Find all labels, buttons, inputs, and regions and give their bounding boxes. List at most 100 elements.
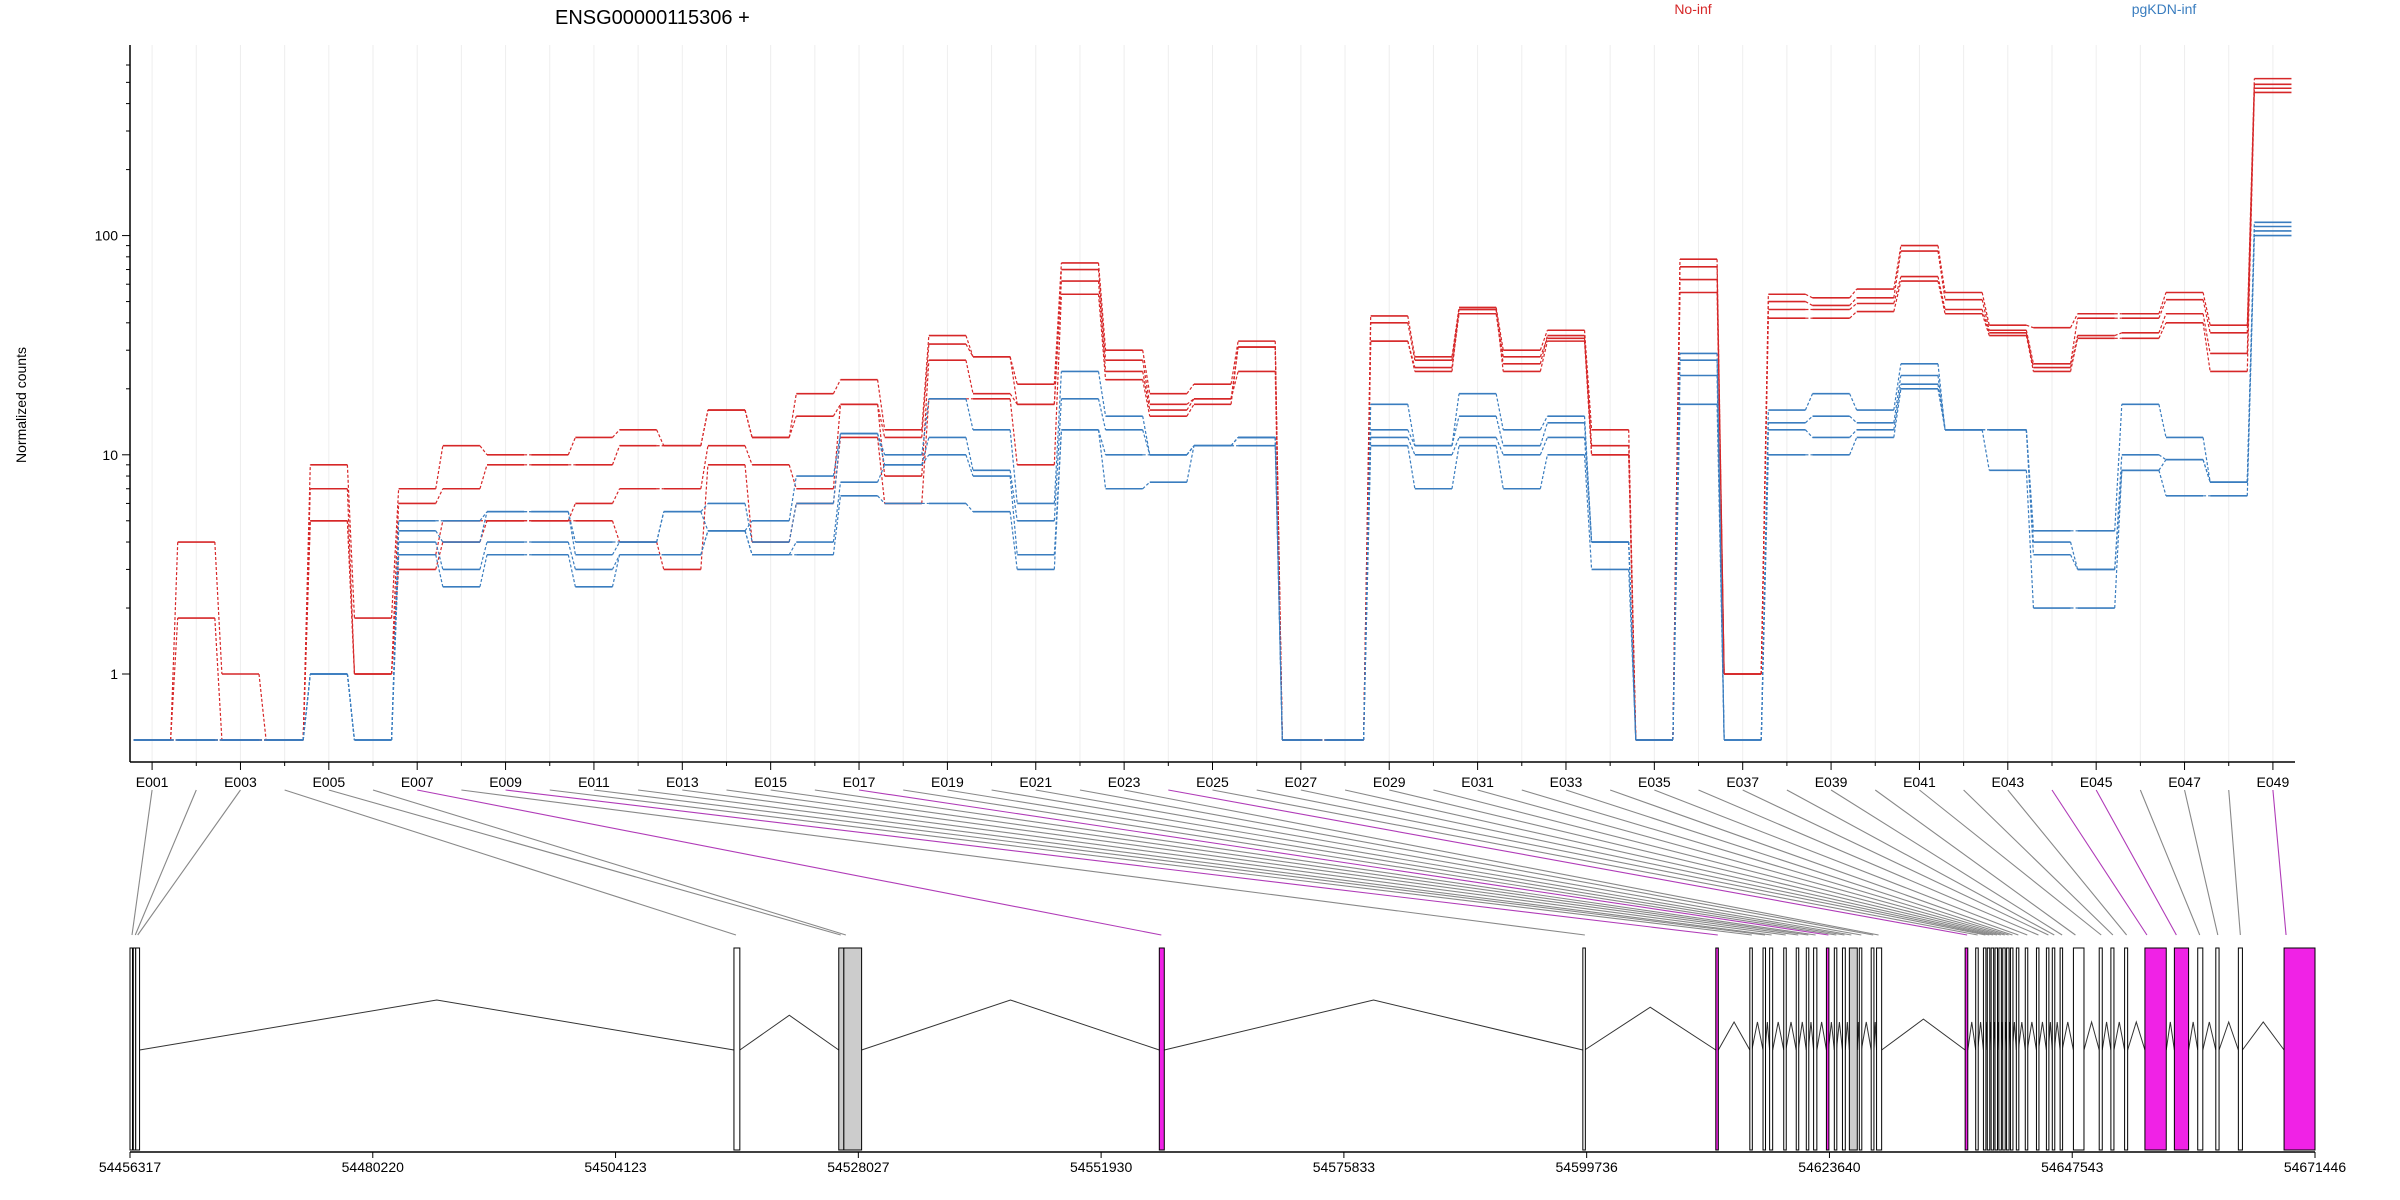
connector-E010: [549, 789, 1752, 936]
connector-E030: [1451, 437, 1460, 456]
connector-E016: [832, 403, 841, 417]
connector-E042: [1981, 309, 1990, 334]
connector-E032: [1539, 454, 1548, 489]
connector-E032: [1539, 338, 1548, 357]
exon-E003: [135, 947, 141, 1151]
connector-E043: [2007, 789, 2128, 936]
connector-E007: [435, 554, 444, 587]
connector-E005: [328, 789, 841, 936]
connector-E043: [2025, 470, 2035, 609]
series-pgkdn-inf-7: [133, 234, 2292, 741]
exon-E016: [1813, 947, 1818, 1151]
exon-E042: [2110, 947, 2115, 1151]
connector-E011: [611, 554, 621, 570]
connector-E030: [1451, 445, 1460, 489]
connector-E023: [1142, 416, 1151, 455]
x-axis: E001 E003 E005 E007 E009 E011 E013 E015 E017 E019…: [130, 761, 2295, 790]
connector-E012: [656, 511, 665, 543]
connector-E042: [1981, 299, 1990, 331]
x-tick-label: E025: [1196, 774, 1229, 790]
connector-E017: [877, 433, 886, 455]
connector-E017: [877, 404, 886, 438]
connector-E016: [832, 495, 842, 555]
connector-E038: [1805, 301, 1813, 306]
intron: [1835, 1021, 1843, 1051]
connector-E032: [1521, 789, 2009, 936]
connector-E042: [1963, 789, 2114, 936]
connector-E044: [2069, 318, 2079, 364]
genomic-tick-label: 54456317: [99, 1159, 162, 1175]
connector-E024: [1186, 403, 1195, 417]
connector-E049: [2272, 789, 2287, 936]
connector-E004: [284, 789, 737, 936]
connector-E024: [1186, 383, 1195, 395]
connector-E044: [2069, 338, 2079, 372]
connector-E030: [1451, 309, 1460, 361]
connector-E045: [2114, 470, 2123, 609]
connector-E047: [2184, 789, 2219, 936]
connector-E033: [1583, 330, 1593, 430]
connector-E039: [1849, 297, 1858, 306]
exon-E033: [2009, 947, 2014, 1151]
x-tick-label: E007: [401, 774, 434, 790]
exon-E045: [2173, 947, 2190, 1151]
connector-E017: [877, 464, 886, 483]
connector-E046: [2158, 459, 2167, 471]
genomic-tick-label: 54623640: [1798, 1159, 1861, 1175]
connector-E048: [2228, 789, 2241, 936]
intron: [2242, 1021, 2285, 1051]
connector-E025: [1212, 789, 1978, 936]
connector-E001: [131, 789, 153, 936]
connector-E019: [965, 454, 974, 477]
connector-E043: [2025, 330, 2035, 364]
connector-E041: [1937, 280, 1946, 314]
connector-E023: [1142, 481, 1151, 490]
connector-E007: [435, 445, 444, 489]
connector-E014: [744, 503, 753, 543]
genomic-tick-label: 54671446: [2284, 1159, 2347, 1175]
y-tick-label: 10: [102, 447, 118, 463]
x-tick-label: E041: [1903, 774, 1936, 790]
connector-E038: [1805, 429, 1813, 438]
connector-E014: [744, 464, 753, 543]
connector-E031: [1495, 416, 1504, 446]
intron: [1797, 1021, 1807, 1051]
connector-E020: [991, 789, 1852, 936]
connector-E003: [137, 789, 241, 936]
connector-E047: [2202, 322, 2211, 372]
connector-E012: [656, 541, 665, 570]
connector-E003: [258, 673, 267, 741]
connector-E013: [700, 511, 709, 532]
connector-E031: [1495, 307, 1504, 351]
connector-E036: [1716, 404, 1725, 741]
x-tick-label: E003: [224, 774, 257, 790]
connector-E029: [1407, 322, 1416, 361]
connector-E001: [170, 618, 179, 741]
intron: [861, 999, 1160, 1051]
connector-E018: [921, 398, 930, 455]
x-tick-label: E045: [2080, 774, 2113, 790]
intron: [1751, 1021, 1764, 1051]
connector-E026: [1274, 445, 1283, 741]
connector-E043: [2025, 429, 2035, 555]
connector-E016: [814, 789, 1816, 936]
connector-E039: [1849, 303, 1858, 310]
genomic-tick-label: 54504123: [584, 1159, 647, 1175]
connector-E020: [1009, 475, 1018, 555]
connector-E007: [417, 789, 1162, 936]
connector-E015: [788, 541, 797, 556]
intron: [1584, 1006, 1717, 1051]
intron: [1772, 1021, 1785, 1051]
connector-E025: [1230, 341, 1239, 385]
connector-E029: [1407, 340, 1416, 372]
connector-E022: [1097, 429, 1107, 489]
chart-title: ENSG00000115306 +: [555, 7, 750, 29]
connector-E021: [1053, 294, 1062, 465]
connector-E043: [2025, 332, 2035, 368]
exon-E001: [129, 947, 133, 1151]
connector-E008: [479, 464, 488, 489]
connector-E026: [1256, 789, 1986, 936]
connector-E021: [1053, 429, 1062, 570]
intron: [2127, 1020, 2146, 1051]
exon-E031: [2002, 947, 2006, 1151]
